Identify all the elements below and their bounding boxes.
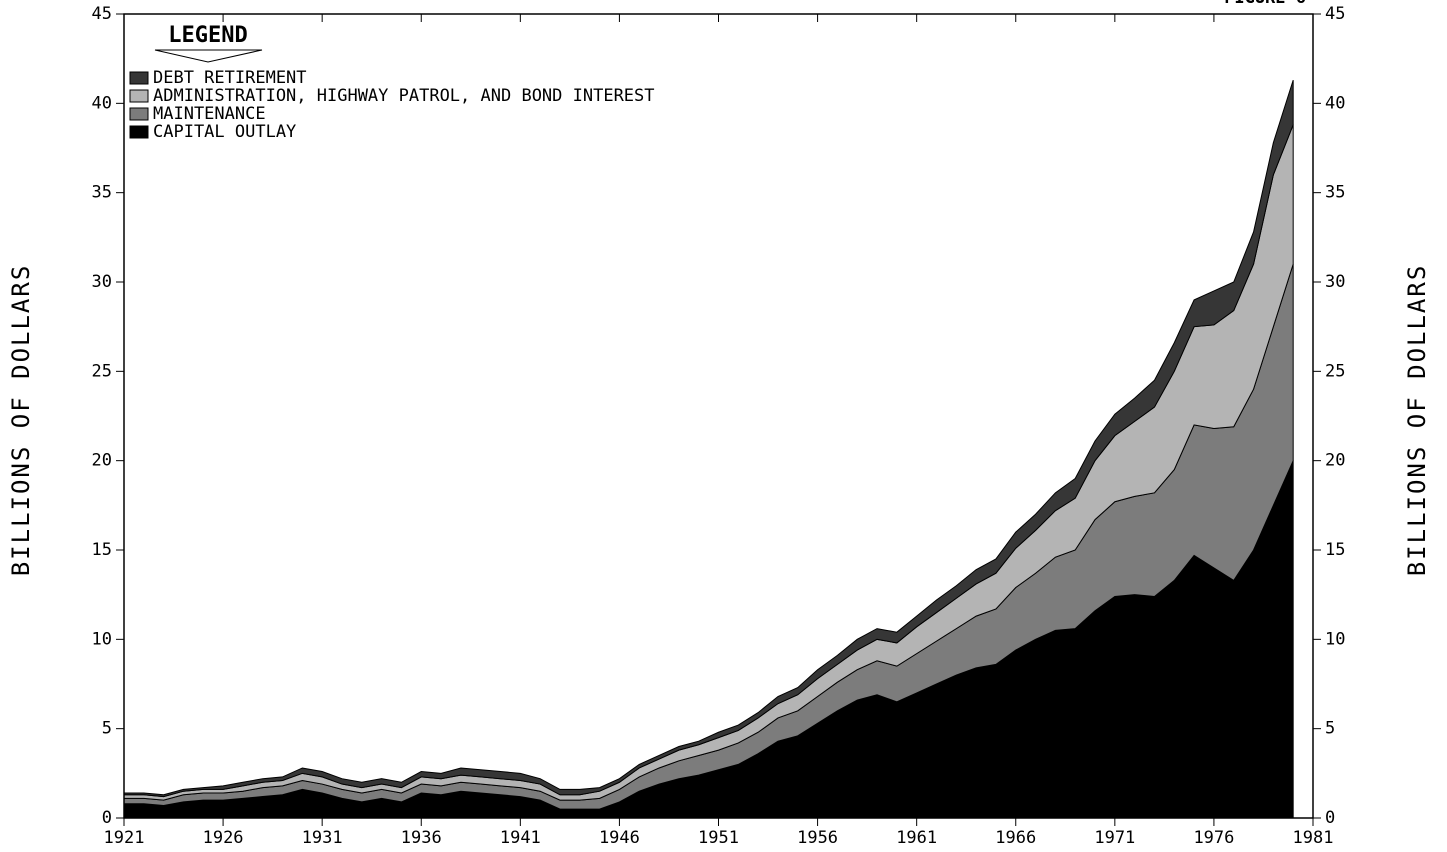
- y-tick-label: 25: [92, 361, 112, 381]
- y-tick-label: 15: [92, 540, 112, 560]
- x-tick-label: 1936: [401, 828, 442, 848]
- y-tick-label: 5: [102, 719, 112, 739]
- y2-tick-label: 45: [1325, 4, 1345, 24]
- y2-tick-label: 15: [1325, 540, 1345, 560]
- x-tick-label: 1981: [1293, 828, 1334, 848]
- legend-title: LEGEND: [168, 23, 247, 48]
- x-tick-label: 1971: [1094, 828, 1135, 848]
- y2-tick-label: 40: [1325, 93, 1345, 113]
- legend-label: DEBT RETIREMENT: [153, 68, 307, 88]
- y-tick-label: 10: [92, 629, 112, 649]
- x-tick-label: 1956: [797, 828, 838, 848]
- y-tick-label: 20: [92, 451, 112, 471]
- legend-swatch: [129, 125, 149, 139]
- y2-tick-label: 30: [1325, 272, 1345, 292]
- y-tick-label: 30: [92, 272, 112, 292]
- x-tick-label: 1926: [203, 828, 244, 848]
- legend-label: MAINTENANCE: [153, 104, 266, 124]
- area: [123, 79, 1294, 798]
- y-tick-label: 45: [92, 4, 112, 24]
- y2-tick-label: 20: [1325, 451, 1345, 471]
- x-tick-label: 1921: [104, 828, 145, 848]
- x-tick-label: 1946: [599, 828, 640, 848]
- y-tick-label: 40: [92, 93, 112, 113]
- x-tick-label: 1966: [995, 828, 1036, 848]
- y-axis-label: BILLIONS OF DOLLARS: [7, 264, 35, 577]
- y2-tick-label: 25: [1325, 361, 1345, 381]
- y2-tick-label: 10: [1325, 629, 1345, 649]
- y-tick-label: 0: [102, 808, 112, 828]
- legend-swatch: [129, 107, 149, 121]
- x-tick-label: 1951: [698, 828, 739, 848]
- x-tick-label: 1931: [302, 828, 343, 848]
- y-tick-label: 35: [92, 183, 112, 203]
- figure-label: FIGURE 6: [1224, 0, 1306, 8]
- legend-label: CAPITAL OUTLAY: [153, 122, 296, 142]
- y2-axis-label: BILLIONS OF DOLLARS: [1403, 264, 1431, 577]
- x-tick-label: 1976: [1193, 828, 1234, 848]
- x-tick-label: 1941: [500, 828, 541, 848]
- y2-tick-label: 5: [1325, 719, 1335, 739]
- legend-swatch: [129, 71, 149, 85]
- legend-label: ADMINISTRATION, HIGHWAY PATROL, AND BOND…: [153, 86, 655, 106]
- x-tick-label: 1961: [896, 828, 937, 848]
- legend-arrow: [154, 49, 263, 63]
- legend-swatch: [129, 89, 149, 103]
- y2-tick-label: 35: [1325, 183, 1345, 203]
- y2-tick-label: 0: [1325, 808, 1335, 828]
